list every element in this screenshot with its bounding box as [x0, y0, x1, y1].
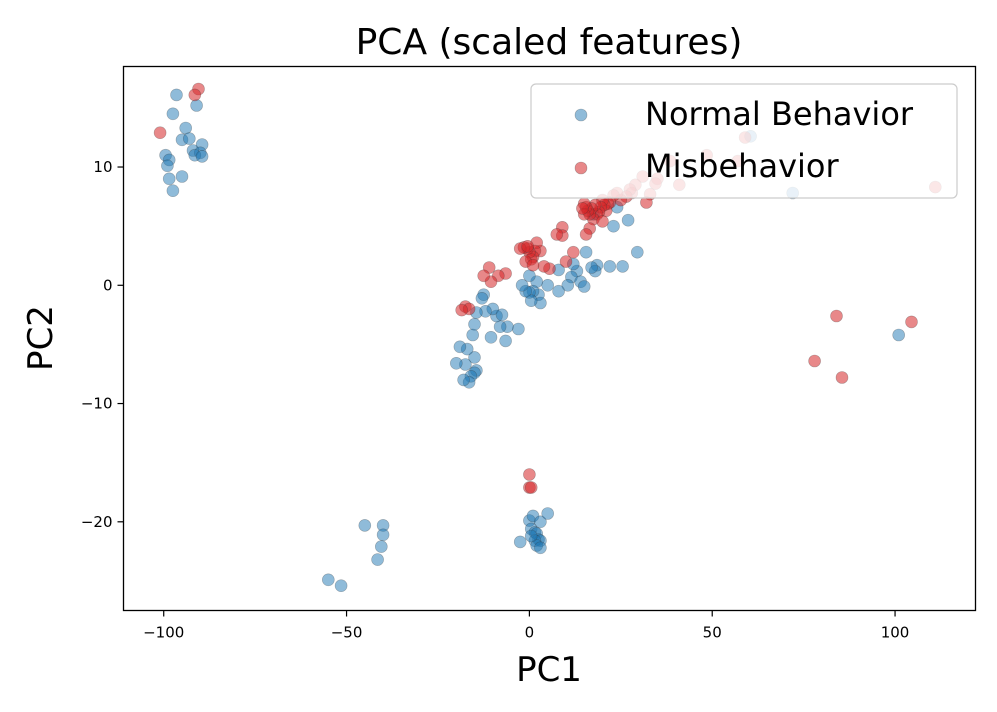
x-axis-label: PC1 [516, 650, 582, 690]
point-misbehavior [523, 468, 536, 481]
point-normal-behavior [179, 121, 192, 135]
point-misbehavior [905, 315, 918, 329]
point-normal-behavior [515, 278, 529, 292]
point-normal-behavior [376, 528, 390, 542]
point-normal-behavior [334, 579, 348, 593]
point-normal-behavior [321, 573, 335, 587]
point-normal-behavior [616, 260, 629, 273]
legend-marker-normal-behavior [574, 108, 588, 122]
point-misbehavior [537, 260, 551, 273]
y-tick-label: −10 [81, 395, 113, 413]
point-normal-behavior [541, 507, 555, 520]
point-misbehavior [188, 88, 202, 102]
point-misbehavior [566, 245, 580, 259]
x-tick-label: 0 [525, 624, 535, 642]
legend-marker-misbehavior [574, 161, 588, 175]
point-normal-behavior [166, 107, 180, 121]
point-normal-behavior [524, 294, 538, 308]
point-normal-behavior [892, 328, 906, 342]
legend-box [530, 83, 958, 199]
x-tick-label: 50 [703, 624, 722, 642]
point-normal-behavior [495, 308, 509, 322]
point-normal-behavior [603, 260, 617, 273]
legend-label-misbehavior: Misbehavior [645, 147, 839, 185]
point-normal-behavior [577, 280, 591, 293]
point-normal-behavior [358, 519, 372, 532]
point-normal-behavior [449, 356, 463, 370]
y-axis-ticks: −20 −10 0 10 [81, 158, 124, 531]
point-normal-behavior [512, 322, 525, 336]
point-normal-behavior [468, 317, 481, 331]
point-normal-behavior [607, 219, 620, 233]
point-misbehavior [153, 126, 167, 139]
point-normal-behavior [552, 284, 565, 298]
y-tick-label: −20 [81, 513, 113, 531]
point-normal-behavior [513, 535, 527, 549]
point-normal-behavior [561, 278, 575, 292]
point-misbehavior [835, 371, 849, 384]
point-normal-behavior [183, 132, 196, 145]
point-normal-behavior [374, 540, 388, 553]
plot-frame [122, 65, 977, 612]
point-misbehavior [477, 269, 491, 283]
point-normal-behavior [524, 529, 538, 543]
point-misbehavior [550, 228, 564, 241]
point-normal-behavior [541, 278, 555, 292]
point-misbehavior [596, 215, 609, 228]
x-tick-label: −100 [143, 624, 184, 642]
point-normal-behavior [166, 184, 180, 197]
point-normal-behavior [523, 269, 536, 283]
point-normal-behavior [175, 170, 189, 183]
point-misbehavior [808, 354, 821, 368]
point-misbehavior [455, 303, 469, 317]
point-normal-behavior [579, 245, 593, 259]
point-misbehavior [830, 309, 843, 323]
y-tick-label: 10 [93, 158, 112, 176]
point-misbehavior [576, 202, 589, 215]
x-tick-label: 100 [881, 624, 910, 642]
point-normal-behavior [493, 320, 507, 334]
point-normal-behavior [170, 88, 183, 102]
point-normal-behavior [453, 340, 467, 354]
point-normal-behavior [621, 213, 635, 227]
legend: Normal Behavior Misbehavior [530, 83, 958, 199]
point-normal-behavior [162, 172, 176, 186]
point-normal-behavior [371, 553, 384, 566]
x-axis-ticks: −100 −50 0 50 100 [143, 610, 910, 642]
point-normal-behavior [466, 328, 480, 342]
point-normal-behavior [499, 334, 512, 348]
chart-title: PCA (scaled features) [356, 22, 743, 63]
point-misbehavior [526, 258, 540, 272]
point-normal-behavior [195, 150, 209, 163]
y-axis-label: PC2 [21, 305, 61, 371]
y-tick-label: 0 [103, 276, 113, 294]
point-normal-behavior [190, 99, 203, 112]
point-normal-behavior [630, 245, 644, 259]
point-misbehavior [524, 481, 538, 494]
legend-label-normal-behavior: Normal Behavior [645, 95, 914, 133]
point-normal-behavior [484, 330, 498, 344]
point-normal-behavior [475, 291, 489, 305]
point-normal-behavior [457, 373, 470, 387]
point-normal-behavior [534, 515, 547, 529]
point-misbehavior [579, 228, 593, 241]
point-misbehavior [521, 240, 534, 253]
point-normal-behavior [585, 261, 598, 274]
point-normal-behavior [468, 351, 481, 364]
x-tick-label: −50 [331, 624, 363, 642]
point-misbehavior [559, 255, 573, 268]
point-normal-behavior [534, 541, 547, 555]
point-normal-behavior [161, 159, 174, 173]
